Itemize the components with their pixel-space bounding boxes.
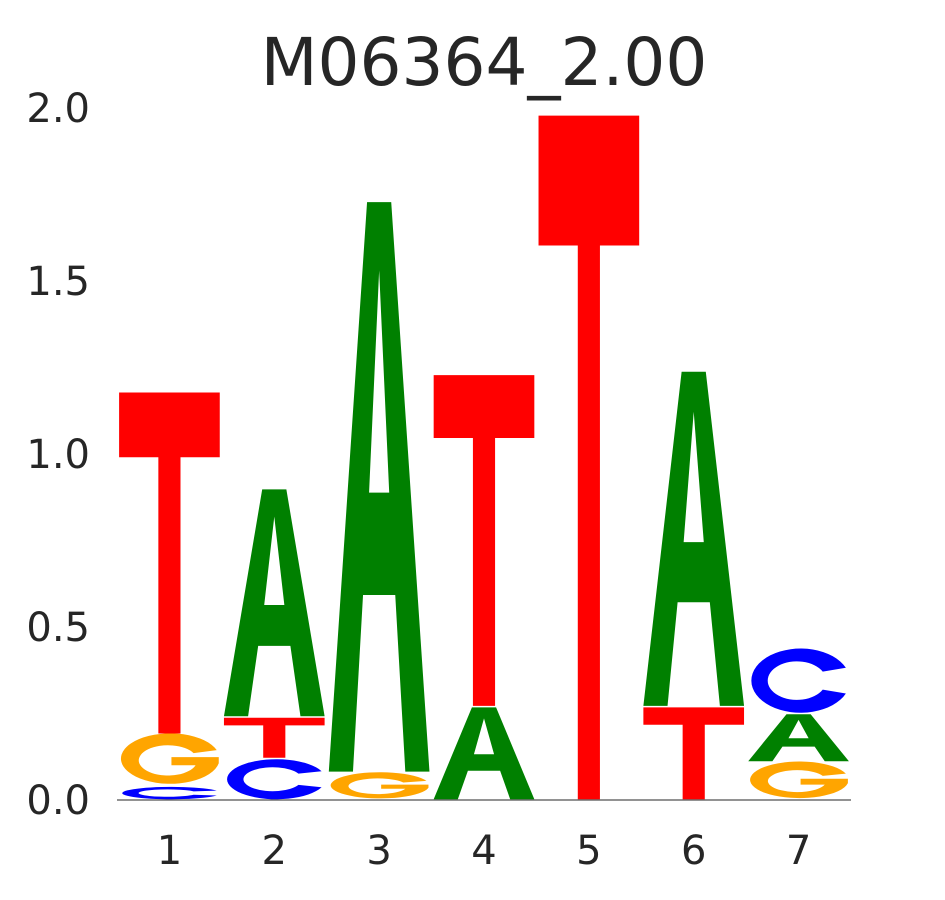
y-tick-label: 1.5 <box>26 259 90 305</box>
logo-letter-a <box>433 707 535 800</box>
logo-stack-5 <box>538 115 640 800</box>
logo-stack-1 <box>119 392 220 800</box>
y-tick-label: 1.0 <box>26 432 90 478</box>
logo-letter-t <box>119 392 220 734</box>
x-tick-label: 2 <box>262 828 287 874</box>
x-axis: 1 2 3 4 5 6 7 <box>157 828 812 874</box>
chart-title: M06364_2.00 <box>261 24 708 101</box>
x-tick-label: 1 <box>157 828 182 874</box>
logo-letter-t <box>643 707 745 800</box>
logo-stack-2 <box>223 489 325 800</box>
logo-letter-c <box>751 648 846 713</box>
logo-letter-t <box>223 717 325 758</box>
logo-stack-4 <box>433 375 535 800</box>
plot-area <box>119 115 849 800</box>
logo-letter-t <box>433 375 535 706</box>
logo-letter-a <box>223 489 325 717</box>
x-tick-label: 5 <box>576 828 601 874</box>
y-tick-label: 2.0 <box>26 86 90 132</box>
logo-letter-a <box>748 714 849 762</box>
logo-letter-c <box>122 786 217 800</box>
x-tick-label: 3 <box>366 828 391 874</box>
y-tick-label: 0.0 <box>26 778 90 824</box>
logo-stack-3 <box>328 202 430 799</box>
logo-letter-g <box>330 772 429 799</box>
x-tick-label: 6 <box>681 828 706 874</box>
logo-letter-c <box>227 759 322 800</box>
logo-letter-g <box>750 761 848 799</box>
x-tick-label: 7 <box>786 828 811 874</box>
logo-letter-a <box>328 202 430 772</box>
x-tick-label: 4 <box>471 828 496 874</box>
logo-stack-7 <box>748 648 849 799</box>
logo-stack-6 <box>643 371 745 800</box>
y-tick-label: 0.5 <box>26 605 90 651</box>
logo-letter-g <box>120 733 219 784</box>
y-axis: 0.0 0.5 1.0 1.5 2.0 <box>26 86 90 824</box>
logo-letter-t <box>538 115 640 800</box>
logo-letter-a <box>643 371 745 706</box>
